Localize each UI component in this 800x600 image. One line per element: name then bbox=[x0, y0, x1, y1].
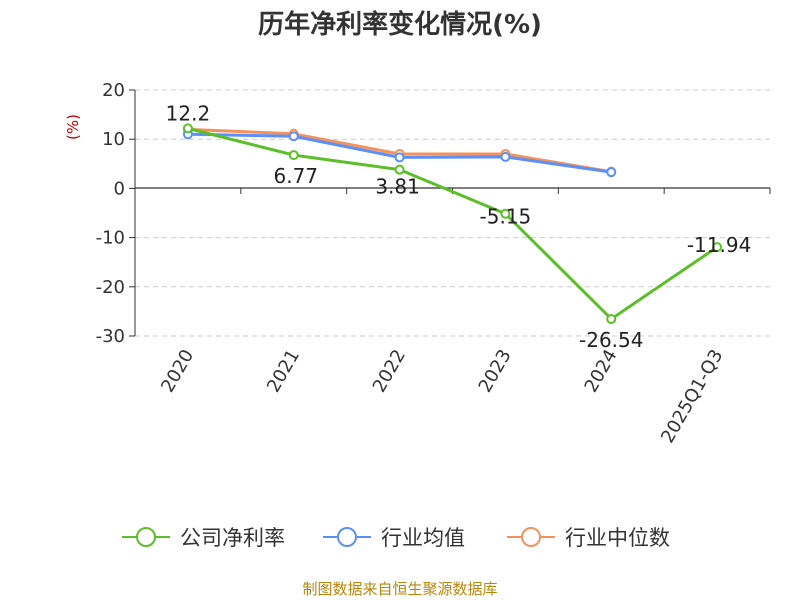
y-tick-label: -10 bbox=[96, 228, 125, 249]
data-point bbox=[288, 150, 299, 161]
legend: 公司净利率 行业均值 行业中位数 bbox=[122, 526, 670, 550]
series-lines bbox=[182, 123, 723, 324]
x-tick-label: 2020 bbox=[157, 346, 198, 396]
x-tick-label: 2023 bbox=[475, 346, 516, 396]
data-labels: 12.2 6.77 3.81 -5.15 -26.54 -11.94 bbox=[166, 101, 752, 352]
data-point bbox=[712, 242, 723, 253]
data-point bbox=[394, 152, 405, 163]
x-tick-label: 2021 bbox=[263, 346, 304, 396]
data-label: -11.94 bbox=[687, 233, 751, 257]
data-point bbox=[182, 123, 193, 134]
y-tick-label: -30 bbox=[96, 326, 125, 347]
legend-label: 行业中位数 bbox=[565, 526, 670, 550]
data-label: 12.2 bbox=[166, 101, 211, 125]
data-point bbox=[394, 164, 405, 175]
y-tick-label: 10 bbox=[102, 129, 125, 150]
data-point bbox=[606, 167, 617, 178]
y-axis-unit: (%) bbox=[64, 114, 82, 140]
grid-lines bbox=[135, 89, 770, 337]
legend-label: 行业均值 bbox=[381, 526, 465, 550]
data-label: -26.54 bbox=[579, 328, 643, 352]
axes bbox=[129, 89, 771, 337]
data-point bbox=[500, 151, 511, 162]
data-label: 6.77 bbox=[273, 164, 318, 188]
x-tick-label: 2022 bbox=[369, 346, 410, 396]
x-tick-label: 2024 bbox=[580, 346, 621, 396]
data-point bbox=[500, 208, 511, 219]
y-tick-label: 0 bbox=[114, 178, 125, 199]
y-tick-label: -20 bbox=[96, 277, 125, 298]
legend-swatch-marker bbox=[136, 527, 156, 547]
data-label: -5.15 bbox=[480, 205, 532, 229]
legend-swatch-marker bbox=[521, 527, 541, 547]
chart-title: 历年净利率变化情况(%) bbox=[258, 9, 542, 40]
y-tick-label: 20 bbox=[102, 80, 125, 101]
legend-label: 公司净利率 bbox=[180, 526, 285, 550]
legend-swatch-marker bbox=[337, 527, 357, 547]
series-line bbox=[187, 126, 718, 321]
y-tick-labels: 20 10 0 -10 -20 -30 bbox=[96, 80, 125, 347]
data-label: 3.81 bbox=[375, 175, 420, 199]
data-point bbox=[288, 131, 299, 142]
source-note: 制图数据来自恒生聚源数据库 bbox=[302, 580, 497, 598]
x-tick-labels: 2020 2021 2022 2023 2024 2025Q1-Q3 bbox=[157, 346, 727, 447]
x-tick-label: 2025Q1-Q3 bbox=[657, 346, 727, 447]
data-point bbox=[606, 313, 617, 324]
